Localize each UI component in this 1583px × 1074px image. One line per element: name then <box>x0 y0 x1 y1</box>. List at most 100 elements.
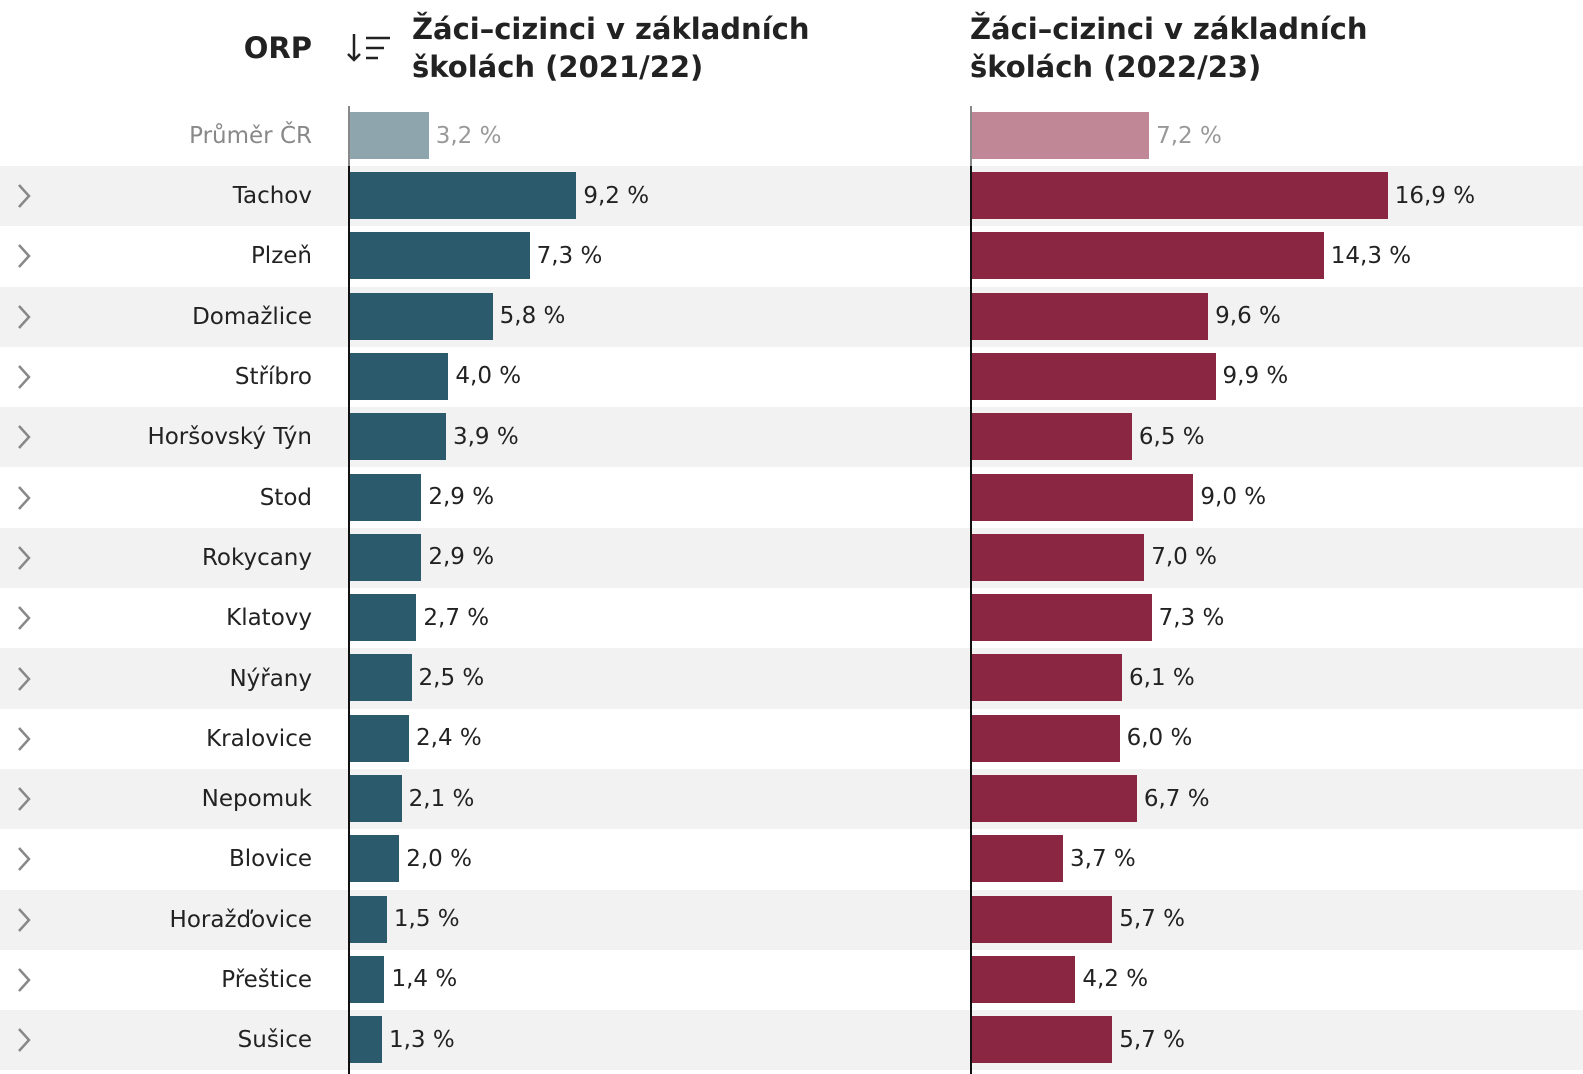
expand-chevron[interactable] <box>14 303 34 331</box>
expand-chevron[interactable] <box>14 665 34 693</box>
bar <box>972 775 1137 822</box>
bar <box>350 895 387 943</box>
value-label: 7,2 % <box>1156 122 1222 149</box>
value-label: 6,1 % <box>1129 664 1195 691</box>
value-label: 4,2 % <box>1082 966 1149 993</box>
expand-chevron[interactable] <box>14 182 34 210</box>
expand-chevron[interactable] <box>14 604 34 632</box>
bar <box>972 172 1388 219</box>
expand-chevron[interactable] <box>14 544 34 572</box>
row-label: Rokycany <box>201 544 312 571</box>
axis-line <box>970 106 972 166</box>
row-label: Klatovy <box>226 605 312 632</box>
value-label: 3,9 % <box>452 423 519 450</box>
bar <box>350 835 400 883</box>
value-label: 2,5 % <box>418 664 485 691</box>
value-label: 9,2 % <box>583 182 650 209</box>
value-label: 7,3 % <box>536 242 603 269</box>
row-label: Horšovský Týn <box>147 424 312 451</box>
row-label: Stříbro <box>234 364 312 391</box>
bar <box>972 533 1145 581</box>
expand-chevron[interactable] <box>14 966 34 994</box>
row-label: Kralovice <box>206 725 312 752</box>
value-label: 9,9 % <box>1222 363 1289 390</box>
bar <box>350 112 429 159</box>
row-background <box>0 527 1583 589</box>
bar <box>972 292 1209 340</box>
bar <box>972 594 1152 642</box>
bar <box>350 594 417 642</box>
value-label: 4,0 % <box>455 363 522 390</box>
bar <box>972 1016 1113 1064</box>
value-label: 6,5 % <box>1138 423 1205 450</box>
row-label: Přeštice <box>221 967 312 994</box>
bar <box>350 172 577 219</box>
bar <box>350 232 530 280</box>
row-label: Tachov <box>232 183 312 210</box>
value-label: 5,8 % <box>499 303 566 330</box>
bar <box>972 112 1150 159</box>
bar <box>972 352 1216 400</box>
expand-chevron[interactable] <box>14 363 34 391</box>
bar <box>972 413 1132 461</box>
expand-chevron[interactable] <box>14 1026 34 1054</box>
value-label: 2,0 % <box>406 845 472 872</box>
bar <box>350 714 410 762</box>
expand-chevron[interactable] <box>14 906 34 934</box>
value-label: 2,7 % <box>423 604 490 631</box>
value-label: 7,0 % <box>1151 544 1217 571</box>
bar <box>350 292 493 340</box>
value-label: 1,5 % <box>393 906 460 933</box>
bar <box>972 232 1324 280</box>
axis-line <box>348 166 350 1074</box>
bar <box>350 654 412 702</box>
column-header[interactable]: Žáci–cizinci v základních školách (2022/… <box>970 12 1368 84</box>
expand-chevron[interactable] <box>14 423 34 451</box>
row-label: Horažďovice <box>169 906 312 933</box>
value-label: 9,0 % <box>1200 484 1267 510</box>
row-background <box>0 769 1583 830</box>
value-label: 1,3 % <box>388 1026 455 1053</box>
expand-chevron[interactable] <box>14 242 34 270</box>
value-label: 9,6 % <box>1215 303 1281 330</box>
row-label: Stod <box>259 484 312 511</box>
bar <box>972 654 1123 702</box>
axis-line <box>348 106 350 166</box>
value-label: 3,7 % <box>1070 845 1136 872</box>
row-background <box>0 648 1583 709</box>
expand-chevron[interactable] <box>14 785 34 813</box>
value-label: 1,4 % <box>391 966 458 993</box>
expand-chevron[interactable] <box>14 484 34 512</box>
value-label: 14,3 % <box>1330 242 1412 269</box>
value-label: 6,0 % <box>1126 725 1193 752</box>
bar <box>350 473 422 521</box>
value-label: 2,9 % <box>428 484 495 510</box>
row-label: Nýřany <box>229 665 312 692</box>
row-background <box>0 889 1583 950</box>
row-background <box>0 407 1583 468</box>
bar <box>350 533 422 581</box>
expand-chevron[interactable] <box>14 725 34 753</box>
row-label: Nepomuk <box>201 786 312 813</box>
value-label: 16,9 % <box>1394 182 1476 209</box>
bar <box>972 955 1076 1003</box>
column-header[interactable]: ORP <box>243 31 312 65</box>
axis-line <box>970 166 972 1074</box>
value-label: 2,4 % <box>416 725 482 752</box>
expand-chevron[interactable] <box>14 845 34 873</box>
value-label: 6,7 % <box>1143 785 1210 812</box>
bar <box>350 413 446 461</box>
row-label: Sušice <box>237 1027 312 1054</box>
bar <box>972 835 1064 883</box>
bar <box>972 473 1194 521</box>
bar <box>350 1016 382 1064</box>
value-label: 3,2 % <box>435 122 502 149</box>
column-header[interactable]: Žáci–cizinci v základních školách (2021/… <box>412 12 810 84</box>
row-label: Blovice <box>228 846 312 873</box>
value-label: 5,7 % <box>1119 1026 1185 1053</box>
bar <box>972 895 1113 943</box>
sort-icon[interactable] <box>346 32 392 64</box>
bar <box>350 352 449 400</box>
